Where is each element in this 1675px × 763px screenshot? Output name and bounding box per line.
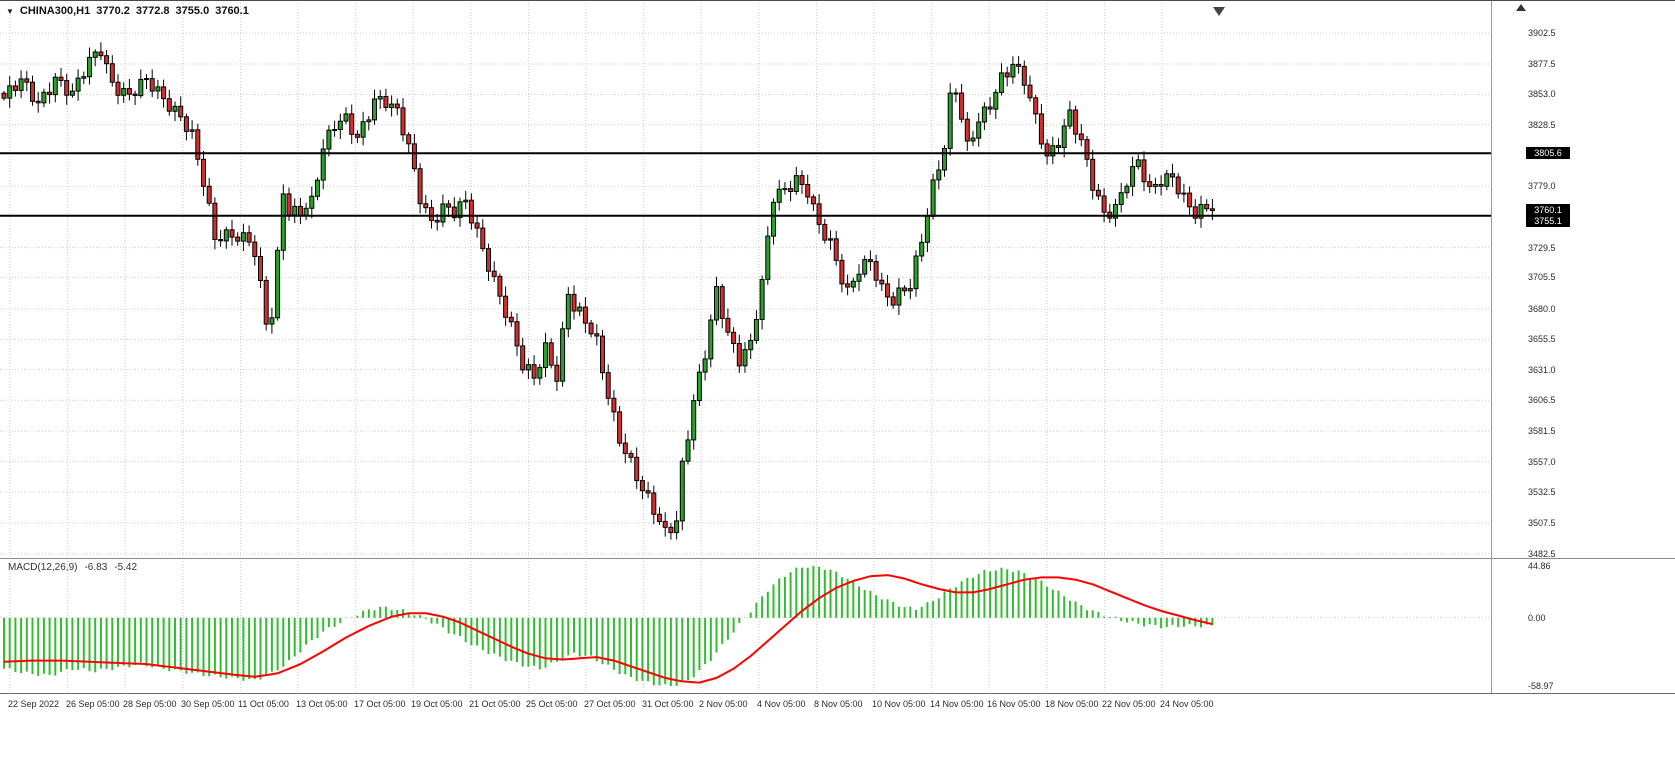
price-axis-separator: [1491, 1, 1492, 693]
price-tick-label: 3680.0: [1528, 304, 1556, 314]
time-tick-label: 11 Oct 05:00: [238, 699, 289, 709]
time-tick-label: 18 Nov 05:00: [1045, 699, 1099, 709]
price-tick-label: 3581.5: [1528, 426, 1556, 436]
price-tick-label: 3655.5: [1528, 334, 1556, 344]
quote-low: 3755.0: [175, 5, 210, 17]
time-tick-label: 21 Oct 05:00: [469, 699, 521, 709]
price-tick-label: 3779.0: [1528, 181, 1556, 191]
price-tick-label: 3482.5: [1528, 549, 1556, 559]
macd-axis-label: 44.86: [1528, 561, 1551, 571]
grid-lines: [0, 3, 1491, 692]
time-tick-label: 2 Nov 05:00: [699, 699, 748, 709]
macd-axis-label: -58.97: [1528, 681, 1554, 691]
price-line-label: 3805.6: [1526, 147, 1570, 159]
price-tick-label: 3532.5: [1528, 487, 1556, 497]
time-tick-label: 22 Sep 2022: [8, 699, 60, 709]
time-tick-label: 26 Sep 05:00: [66, 699, 120, 709]
time-tick-label: 16 Nov 05:00: [987, 699, 1041, 709]
quote-high: 3772.8: [135, 5, 170, 17]
scroll-up-icon[interactable]: [1516, 4, 1526, 11]
time-tick-label: 8 Nov 05:00: [814, 699, 863, 709]
time-axis-separator: [0, 693, 1675, 694]
macd-name: MACD(12,26,9): [8, 562, 78, 573]
macd-value: -6.83: [84, 562, 108, 573]
macd-signal-value: -5.42: [114, 562, 138, 573]
price-tick-label: 3631.0: [1528, 365, 1556, 375]
price-tick-label: 3729.5: [1528, 243, 1556, 253]
time-tick-label: 28 Sep 05:00: [123, 699, 177, 709]
price-tick-label: 3853.0: [1528, 89, 1556, 99]
price-tick-label: 3557.0: [1528, 457, 1556, 467]
macd-indicator-label: MACD(12,26,9) -6.83 -5.42: [8, 562, 137, 573]
macd-histogram: [3, 566, 1214, 686]
chart-shift-marker-icon[interactable]: [1213, 7, 1225, 16]
price-tick-label: 3877.5: [1528, 59, 1556, 69]
pane-separator[interactable]: [0, 558, 1675, 559]
time-tick-label: 24 Nov 05:00: [1160, 699, 1214, 709]
macd-signal-line: [3, 574, 1213, 684]
price-line-label: 3760.1: [1526, 204, 1570, 216]
price-tick-label: 3828.5: [1528, 120, 1556, 130]
price-line-label: 3755.1: [1526, 215, 1570, 227]
time-tick-label: 17 Oct 05:00: [354, 699, 406, 709]
price-tick-label: 3507.5: [1528, 518, 1556, 528]
time-tick-label: 4 Nov 05:00: [757, 699, 806, 709]
quote-close: 3760.1: [215, 5, 249, 17]
candles: [1, 42, 1215, 540]
time-tick-label: 10 Nov 05:00: [872, 699, 926, 709]
price-tick-label: 3902.5: [1528, 28, 1556, 38]
time-tick-label: 13 Oct 05:00: [296, 699, 348, 709]
macd-axis-label: 0.00: [1528, 613, 1546, 623]
time-tick-label: 30 Sep 05:00: [181, 699, 235, 709]
time-tick-label: 27 Oct 05:00: [584, 699, 636, 709]
symbol-dropdown-icon[interactable]: ▼: [6, 6, 14, 16]
symbol-title: CHINA300,H1: [19, 5, 91, 17]
time-tick-label: 25 Oct 05:00: [526, 699, 578, 709]
symbol-info-bar: ▼ CHINA300,H1 3770.2 3772.8 3755.0 3760.…: [6, 5, 249, 17]
time-tick-label: 22 Nov 05:00: [1102, 699, 1156, 709]
time-tick-label: 14 Nov 05:00: [930, 699, 984, 709]
time-tick-label: 19 Oct 05:00: [411, 699, 463, 709]
quote-open: 3770.2: [96, 5, 130, 17]
time-tick-label: 31 Oct 05:00: [642, 699, 694, 709]
price-tick-label: 3606.5: [1528, 395, 1556, 405]
price-tick-label: 3705.5: [1528, 272, 1556, 282]
